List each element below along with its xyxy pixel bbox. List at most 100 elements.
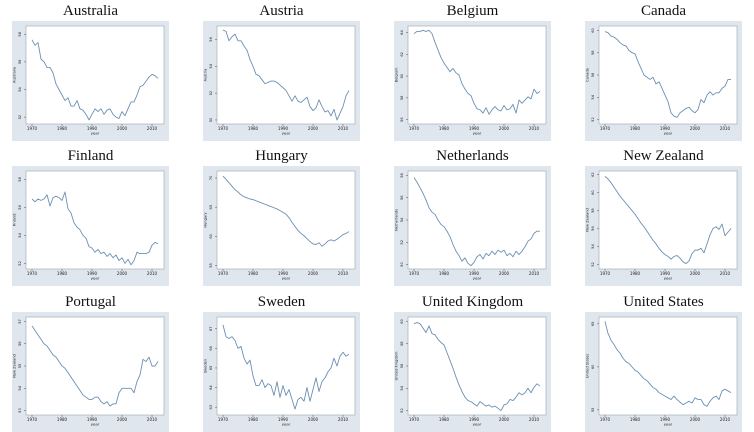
x-tick-label: 2010	[529, 417, 540, 422]
plot-area	[598, 316, 738, 416]
series-line	[413, 29, 541, 115]
chart-cell: Sweden 63 64 65 66 67 1970 1980 1990 2000 2010 year…	[203, 291, 360, 432]
plot-area	[598, 170, 738, 270]
series-line	[31, 39, 159, 121]
series-line	[222, 29, 350, 121]
plot-area	[598, 25, 738, 125]
chart-cell: Austria 50 52 54 56 1970 1980 1990 2000 2010 year A…	[203, 0, 360, 141]
x-tick-label: 1970	[218, 271, 229, 276]
y-tick-label: 52	[400, 408, 404, 413]
chart-cell: United Kingdom 52 54 56 58 60 1970 1980 1990 2000…	[394, 291, 551, 432]
chart-title: Austria	[259, 3, 304, 19]
x-axis-label: year	[664, 422, 673, 427]
y-tick-label: 52	[209, 91, 213, 96]
y-tick-label: 64	[209, 385, 213, 390]
y-tick-label: 54	[400, 217, 404, 222]
y-tick-label: 52	[18, 261, 22, 266]
x-tick-label: 2000	[499, 271, 510, 276]
plot-area	[216, 316, 356, 416]
y-tick-label: 60	[591, 27, 595, 32]
y-tick-label: 58	[400, 172, 404, 177]
chart-cell: Finland 52 54 56 58 1970 1980 1990 2000 2010 year F…	[12, 145, 169, 286]
x-tick-label: 2010	[147, 126, 158, 131]
chart-panel: 55 60 65 1970 1980 1990 2000 2010 year United Sta…	[585, 312, 742, 432]
chart-title: United Kingdom	[421, 294, 524, 310]
plot-area	[25, 316, 165, 416]
chart-cell: Canada 52 54 56 58 60 1970 1980 1990 2000 2010 year…	[585, 0, 742, 141]
chart-panel: 56 58 60 62 64 1970 1980 1990 2000 2010 year Belgiu…	[394, 21, 551, 141]
x-tick-label: 1990	[278, 126, 289, 131]
x-tick-label: 1970	[27, 126, 38, 131]
x-tick-label: 1990	[660, 126, 671, 131]
x-tick-label: 1990	[278, 271, 289, 276]
y-tick-label: 60	[400, 318, 404, 323]
x-tick-label: 1970	[600, 271, 611, 276]
x-tick-label: 1990	[660, 417, 671, 422]
series-line	[413, 177, 540, 267]
chart-panel: 55 60 65 70 1970 1980 1990 2000 2010 year Hungary	[203, 166, 360, 286]
x-tick-label: 2000	[117, 271, 128, 276]
x-tick-label: 2000	[308, 271, 319, 276]
x-tick-label: 1980	[439, 126, 450, 131]
y-axis-label: Austria	[204, 69, 208, 82]
y-tick-label: 55	[18, 364, 22, 369]
x-tick-label: 1990	[469, 126, 480, 131]
x-tick-label: 1970	[218, 417, 229, 422]
x-tick-label: 2010	[338, 417, 349, 422]
x-axis-label: year	[473, 131, 482, 136]
chart-title: United States	[623, 294, 704, 310]
chart-cell: Hungary 55 60 65 70 1970 1980 1990 2000 2010 year H…	[203, 145, 360, 286]
plot-area	[216, 25, 356, 125]
x-tick-label: 2000	[499, 126, 510, 131]
y-axis-label: United States	[586, 354, 590, 378]
x-tick-label: 1980	[57, 126, 68, 131]
chart-title: Sweden	[257, 294, 306, 310]
y-tick-label: 56	[18, 204, 22, 209]
y-tick-label: 67	[209, 326, 213, 331]
x-tick-label: 1980	[57, 417, 68, 422]
y-tick-label: 58	[400, 95, 404, 100]
chart-panel: 52 54 56 58 60 1970 1980 1990 2000 2010 year Canada	[585, 21, 742, 141]
series-line	[31, 325, 159, 407]
chart-panel: 52 54 56 58 60 1970 1980 1990 2000 2010 year United…	[394, 312, 551, 432]
x-tick-label: 1990	[87, 271, 98, 276]
y-tick-label: 63	[209, 405, 213, 410]
line-chart: 53 54 55 56 57 1970 1980 1990 2000 2010 year New Ze…	[13, 316, 165, 427]
x-tick-label: 2010	[529, 126, 540, 131]
x-tick-label: 2000	[117, 417, 128, 422]
x-tick-label: 1980	[439, 417, 450, 422]
chart-cell: Portugal 53 54 55 56 57 1970 1980 1990 2000 2010 ye…	[12, 291, 169, 432]
x-tick-label: 2000	[117, 126, 128, 131]
chart-panel: 52 54 56 58 60 62 1970 1980 1990 2000 2010 year New …	[585, 166, 742, 286]
chart-title: Netherlands	[436, 148, 509, 164]
chart-panel: 50 52 54 56 58 1970 1980 1990 2000 2010 year Nether…	[394, 166, 551, 286]
x-tick-label: 1990	[469, 417, 480, 422]
y-tick-label: 60	[209, 233, 213, 238]
y-tick-label: 50	[400, 262, 404, 267]
y-axis-label: New Zealand	[586, 208, 590, 232]
chart-panel: 63 64 65 66 67 1970 1980 1990 2000 2010 year Sweden	[203, 312, 360, 432]
y-tick-label: 56	[18, 59, 22, 64]
x-tick-label: 2000	[308, 126, 319, 131]
y-tick-label: 54	[591, 244, 595, 249]
x-tick-label: 1970	[218, 126, 229, 131]
x-axis-label: year	[473, 276, 482, 281]
x-tick-label: 1980	[57, 271, 68, 276]
x-tick-label: 2010	[338, 126, 349, 131]
x-tick-label: 2000	[690, 417, 701, 422]
chart-panel: 52 54 56 58 1970 1980 1990 2000 2010 year Australi…	[12, 21, 169, 141]
x-tick-label: 2000	[690, 126, 701, 131]
y-tick-label: 54	[18, 232, 22, 237]
line-chart: 50 52 54 56 58 1970 1980 1990 2000 2010 year Nether…	[395, 170, 547, 281]
x-axis-label: year	[91, 131, 100, 136]
y-tick-label: 60	[591, 364, 595, 369]
x-tick-label: 2000	[690, 271, 701, 276]
y-tick-label: 64	[400, 30, 404, 35]
y-tick-label: 52	[591, 262, 595, 267]
line-chart: 55 60 65 70 1970 1980 1990 2000 2010 year Hungary	[204, 170, 356, 281]
line-chart: 52 54 56 58 60 62 1970 1980 1990 2000 2010 year New …	[586, 170, 738, 281]
x-tick-label: 2010	[147, 417, 158, 422]
y-tick-label: 62	[400, 52, 404, 57]
x-tick-label: 1970	[27, 417, 38, 422]
chart-cell: United States 55 60 65 1970 1980 1990 2000 2010 y…	[585, 291, 742, 432]
